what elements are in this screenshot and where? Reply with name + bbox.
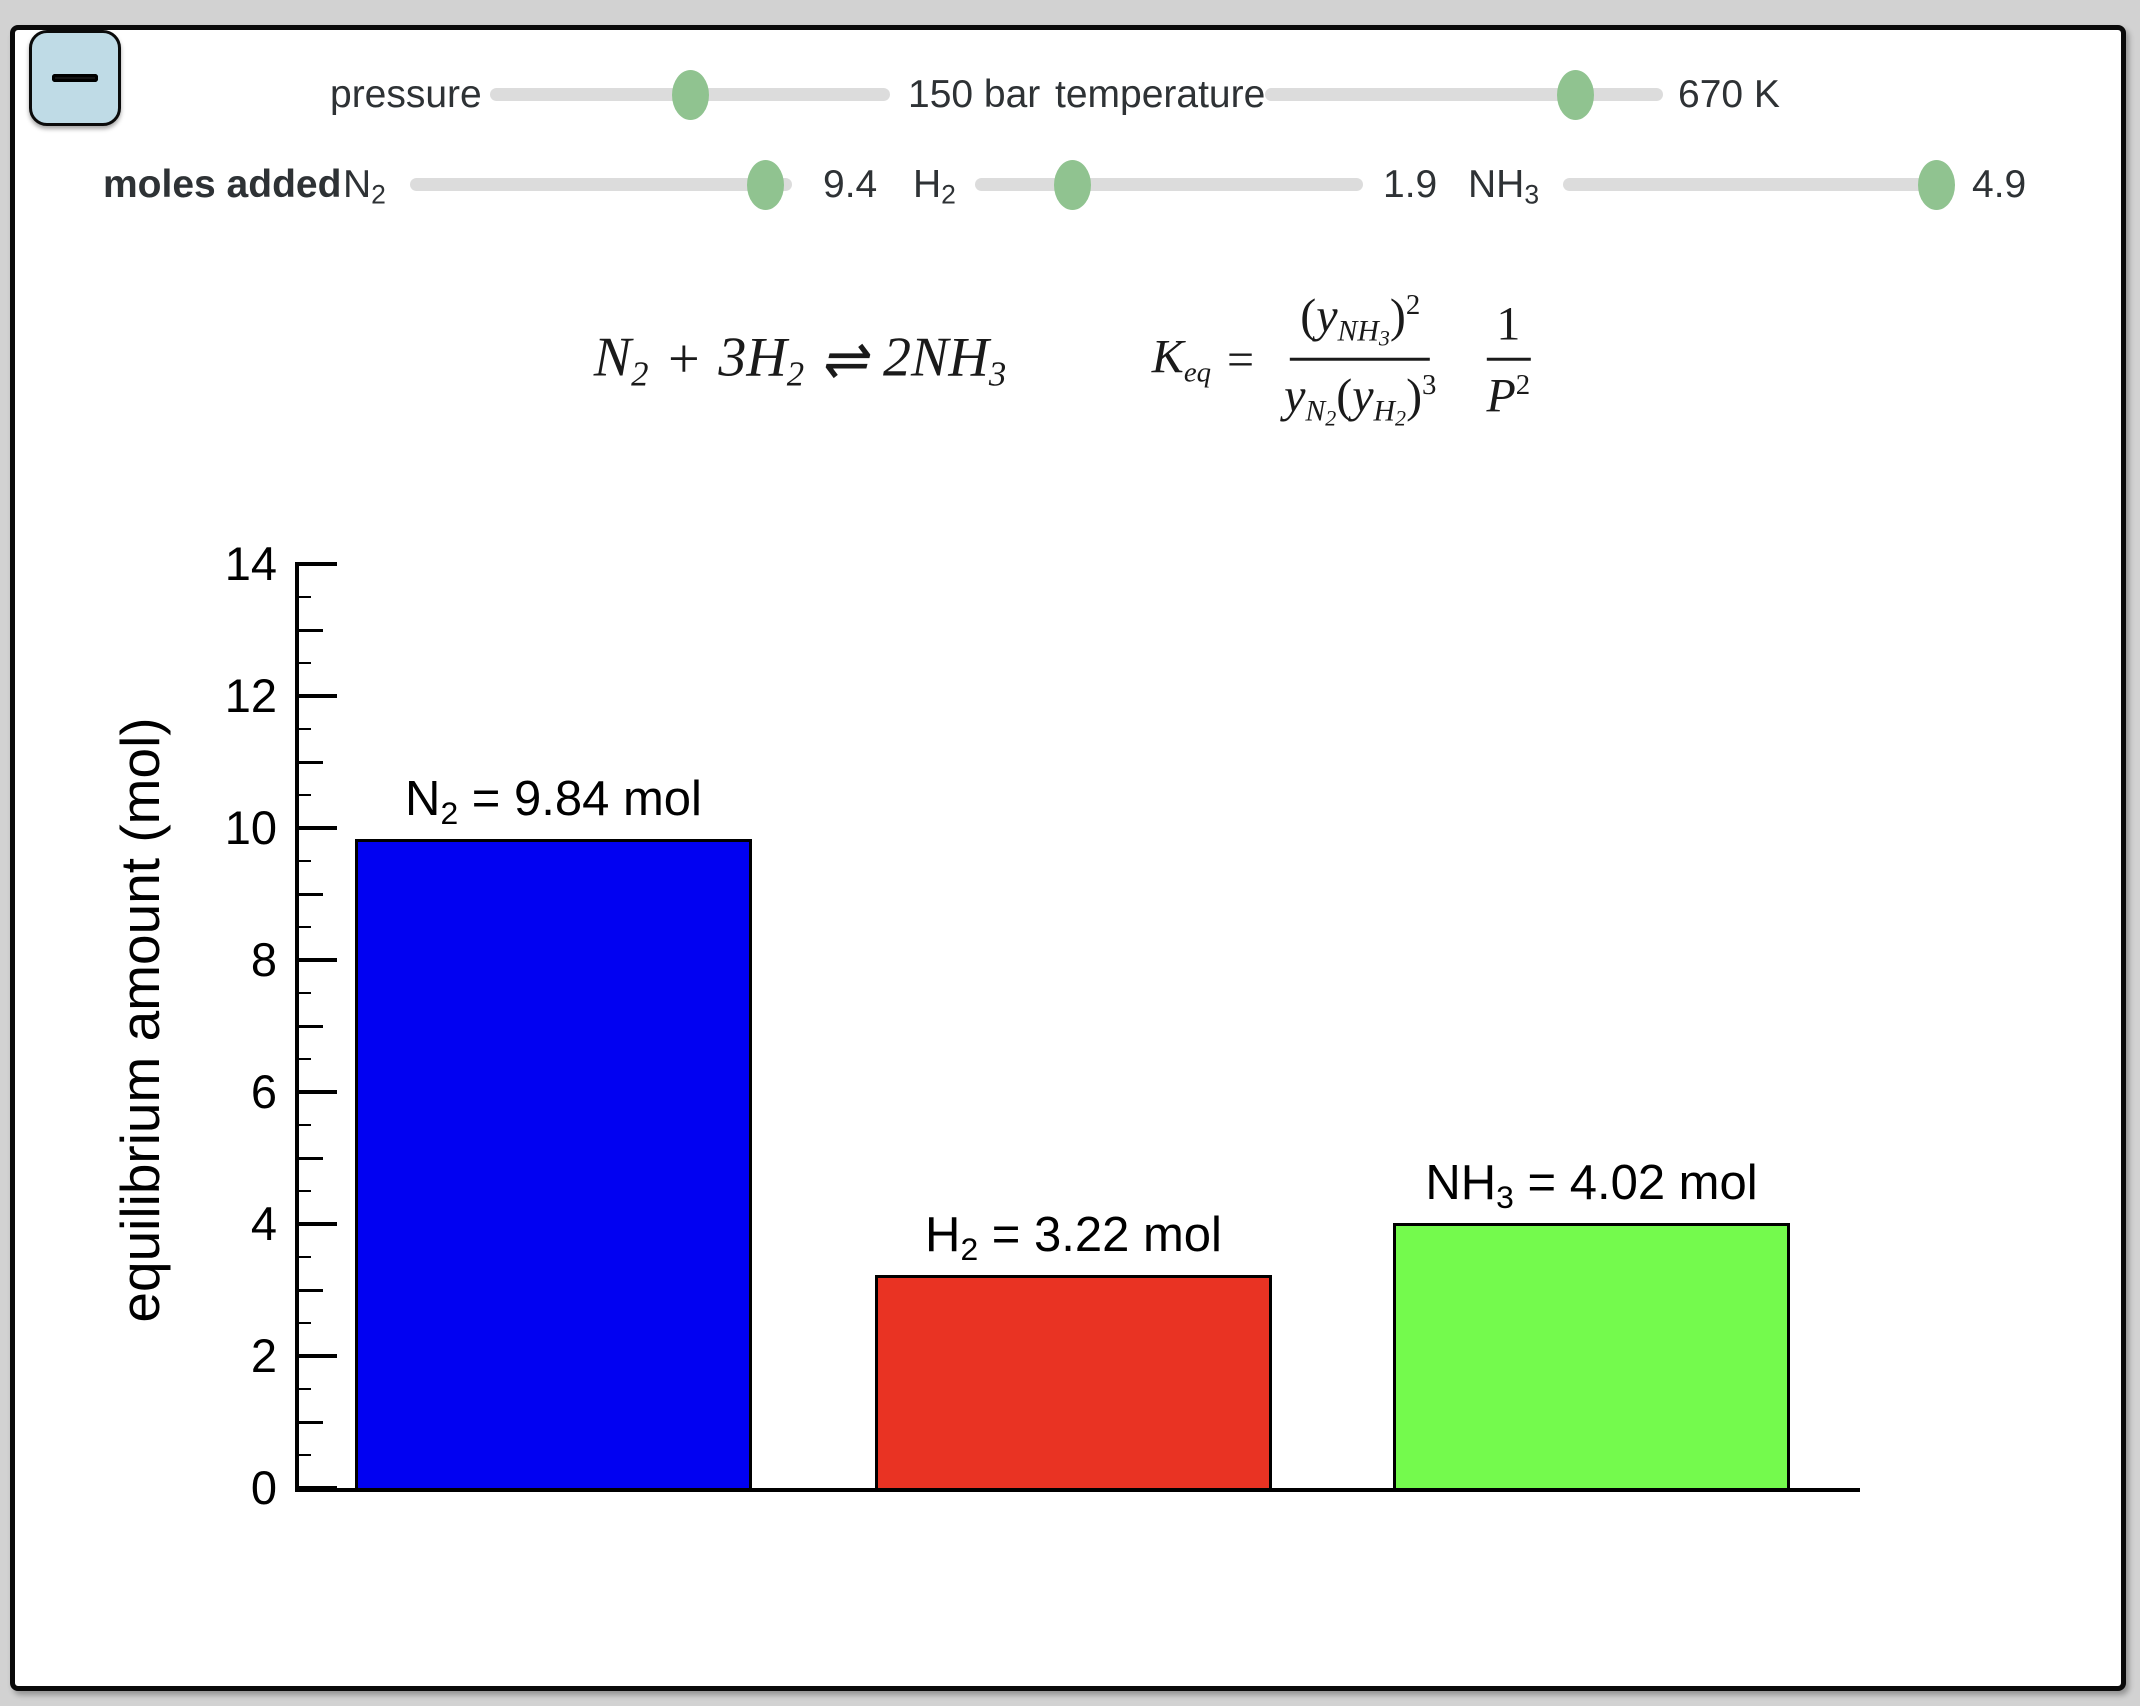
- y-axis-tick: [295, 1090, 337, 1094]
- y-axis-tick: [295, 826, 337, 830]
- y-axis-tick-label: 0: [250, 1461, 277, 1514]
- y-axis-tick: [295, 694, 337, 698]
- nh3-slider-label: NH3: [1468, 163, 1540, 210]
- bar-n2: [355, 838, 752, 1491]
- y-axis-tick: [295, 760, 323, 764]
- bar-label-n2: N2 = 9.84 mol: [405, 771, 702, 831]
- moles-added-label: moles added: [103, 163, 342, 206]
- y-axis-tick-label: 6: [250, 1065, 277, 1118]
- y-axis-tick-label: 12: [224, 669, 277, 722]
- y-axis-tick: [295, 1288, 323, 1292]
- y-axis-tick: [295, 1222, 337, 1226]
- h2-slider-label: H2: [913, 163, 956, 210]
- y-axis-tick: [295, 860, 311, 862]
- y-axis-tick-label: 4: [250, 1197, 277, 1250]
- y-axis-tick: [295, 1024, 323, 1028]
- keq-pressure-fraction: 1 P2: [1486, 297, 1531, 423]
- bar-label-h2: H2 = 3.22 mol: [925, 1208, 1222, 1268]
- y-axis-tick: [295, 1322, 311, 1324]
- y-axis-tick: [295, 958, 337, 962]
- nh3-slider-thumb[interactable]: [1918, 160, 1956, 210]
- y-axis-tick-label: 8: [250, 933, 277, 986]
- y-axis-tick-label: 10: [224, 801, 277, 854]
- y-axis-title: equilibrium amount (mol): [109, 717, 171, 1323]
- temperature-slider[interactable]: [1265, 68, 1663, 122]
- n2-slider-value: 9.4: [823, 163, 878, 206]
- y-axis-tick: [295, 1124, 311, 1126]
- y-axis-tick: [295, 992, 311, 994]
- y-axis-tick-label: 14: [224, 537, 277, 590]
- y-axis-tick: [295, 794, 311, 796]
- n2-slider-track[interactable]: [410, 178, 792, 191]
- y-axis-tick: [295, 1454, 311, 1456]
- temperature-slider-thumb[interactable]: [1557, 70, 1595, 120]
- n2-slider-thumb[interactable]: [747, 160, 785, 210]
- equilibrium-harpoons-icon: ⇌: [820, 329, 868, 392]
- h2-slider[interactable]: [975, 158, 1363, 212]
- pressure-slider-thumb[interactable]: [672, 70, 709, 120]
- reaction-equation: N2 + 3H2 ⇌ 2NH3: [593, 326, 1007, 394]
- y-axis-tick: [295, 1190, 311, 1192]
- pressure-slider[interactable]: [490, 68, 890, 122]
- keq-main-fraction: (yNH3)2 yN2(yH2)3: [1284, 288, 1437, 431]
- bar-h2: [875, 1275, 1272, 1491]
- nh3-slider-track[interactable]: [1563, 178, 1948, 191]
- y-axis-tick: [295, 1388, 311, 1390]
- chart: 0 2 4 6 8 10 12 14 N2 = 9.84 mol H2 = 3.22 mol NH3…: [15, 30, 2121, 1686]
- bar-label-nh3: NH3 = 4.02 mol: [1425, 1155, 1758, 1215]
- y-axis-tick: [295, 1420, 323, 1424]
- y-axis-tick: [295, 628, 323, 632]
- y-axis-tick: [295, 1256, 311, 1258]
- pressure-value: 150 bar: [908, 73, 1041, 116]
- nh3-slider[interactable]: [1563, 158, 1956, 212]
- y-axis-tick: [295, 892, 323, 896]
- y-axis-tick: [295, 596, 311, 598]
- menu-button[interactable]: [29, 30, 121, 126]
- bar-nh3: [1393, 1222, 1790, 1491]
- x-axis-line: [295, 1488, 1860, 1492]
- nh3-slider-value: 4.9: [1972, 163, 2027, 206]
- y-axis-tick-label: 2: [250, 1329, 277, 1382]
- pressure-label: pressure: [330, 73, 482, 116]
- y-axis-tick: [295, 728, 311, 730]
- y-axis-tick: [295, 926, 311, 928]
- n2-slider[interactable]: [410, 158, 792, 212]
- y-axis-tick: [295, 662, 311, 664]
- y-axis-tick: [295, 562, 337, 566]
- temperature-value: 670 K: [1678, 73, 1780, 116]
- temperature-label: temperature: [1055, 73, 1266, 116]
- h2-slider-value: 1.9: [1383, 163, 1438, 206]
- h2-slider-thumb[interactable]: [1054, 160, 1091, 210]
- y-axis-tick: [295, 1354, 337, 1358]
- y-axis-tick: [295, 1058, 311, 1060]
- y-axis-line: [295, 564, 299, 1492]
- app-canvas: pressure 150 bar temperature 670 K moles…: [10, 25, 2126, 1691]
- keq-formula: Keq = (yNH3)2 yN2(yH2)3 1 P2: [1152, 289, 1540, 432]
- y-axis-tick: [295, 1156, 323, 1160]
- n2-slider-label: N2: [343, 163, 386, 210]
